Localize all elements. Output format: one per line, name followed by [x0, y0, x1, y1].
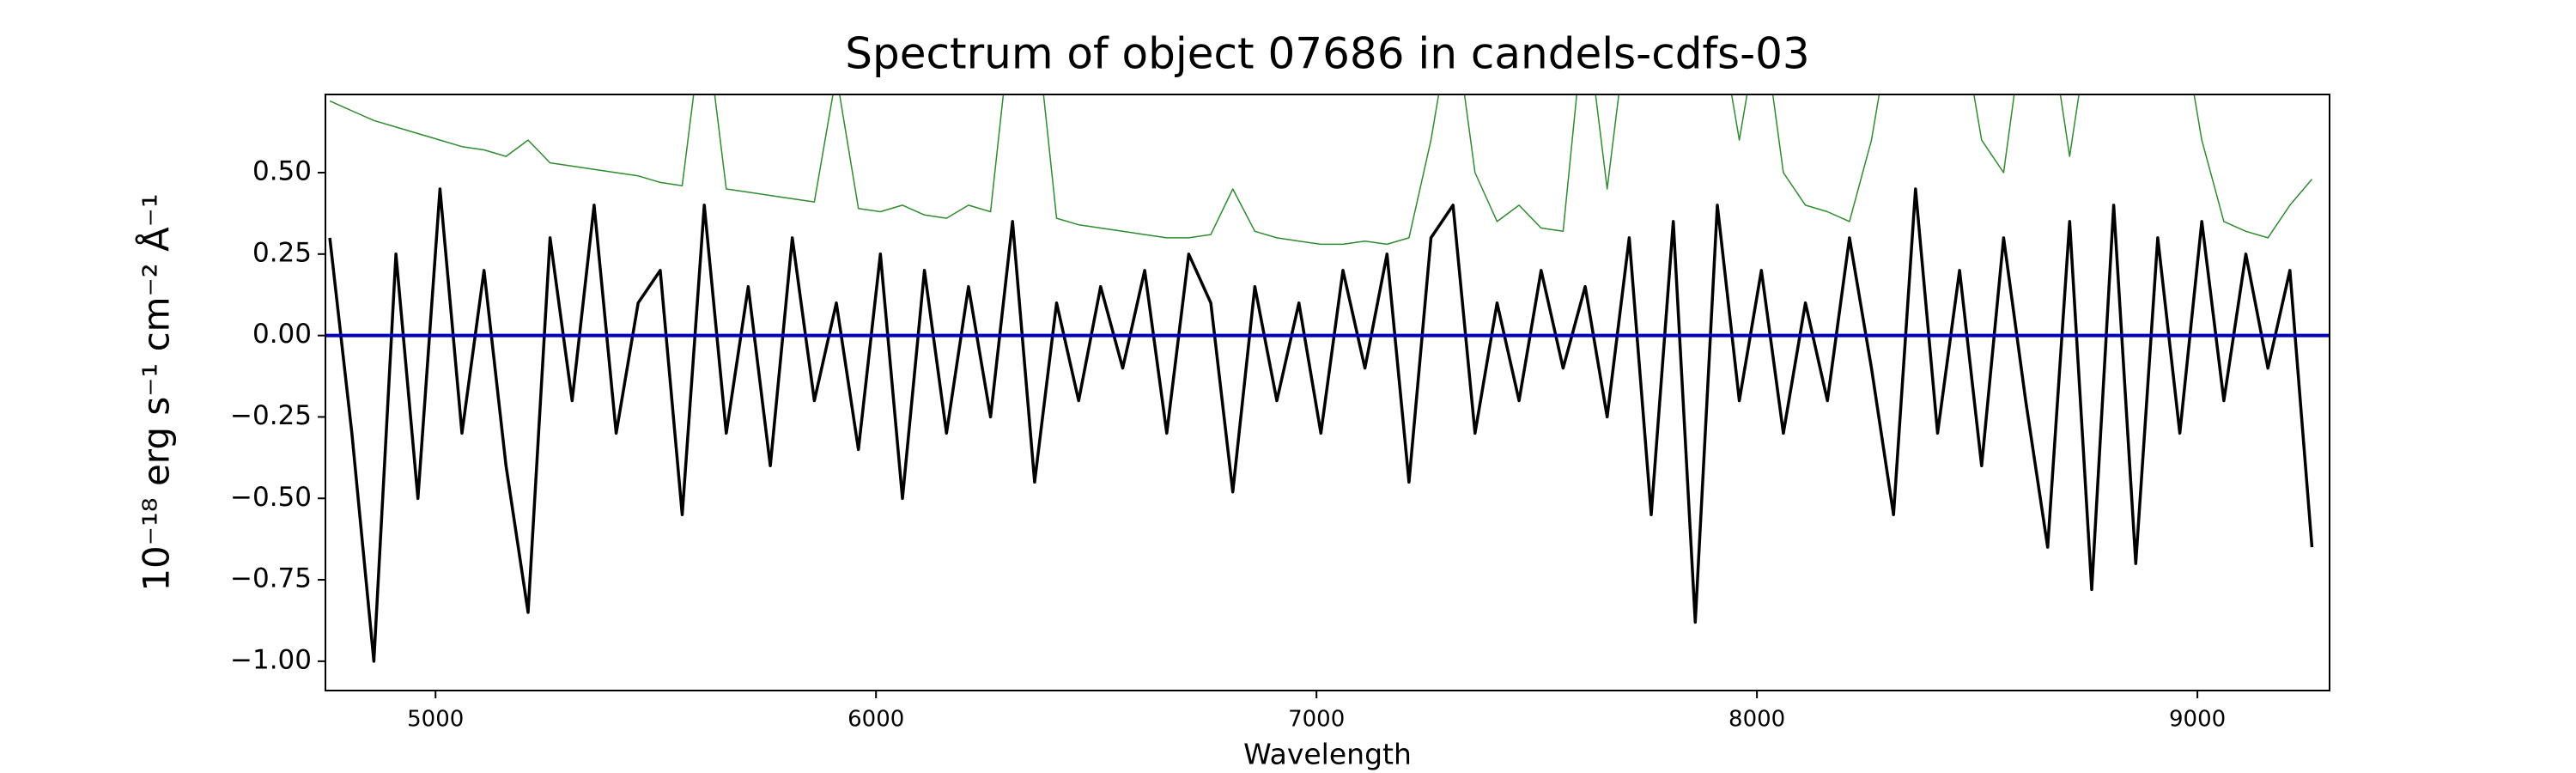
- spectrum-line: [328, 187, 2314, 663]
- chart-title: Spectrum of object 07686 in candels-cdfs…: [845, 29, 1810, 79]
- x-tick-label: 6000: [848, 707, 904, 733]
- y-axis-label: 10⁻¹⁸ erg s⁻¹ cm⁻² Å⁻¹: [135, 193, 178, 591]
- y-tick-label: 0.00: [252, 319, 312, 350]
- y-tick-label: 0.25: [252, 237, 312, 268]
- x-axis-label: Wavelength: [1243, 738, 1412, 771]
- y-tick-label: −0.25: [230, 400, 312, 431]
- y-tick-label: 0.50: [252, 156, 312, 187]
- plot-frame: [325, 94, 2330, 691]
- y-tick-label: −1.00: [230, 644, 312, 675]
- x-tick-label: 5000: [407, 707, 464, 733]
- plot-area: [325, 94, 2330, 663]
- x-tick-label: 7000: [1288, 707, 1345, 733]
- spectrum-line: [329, 94, 2313, 246]
- y-tick-label: −0.75: [230, 563, 312, 594]
- y-tick-label: −0.50: [230, 482, 312, 513]
- x-tick-label: 9000: [2169, 707, 2226, 733]
- x-tick-label: 8000: [1728, 707, 1785, 733]
